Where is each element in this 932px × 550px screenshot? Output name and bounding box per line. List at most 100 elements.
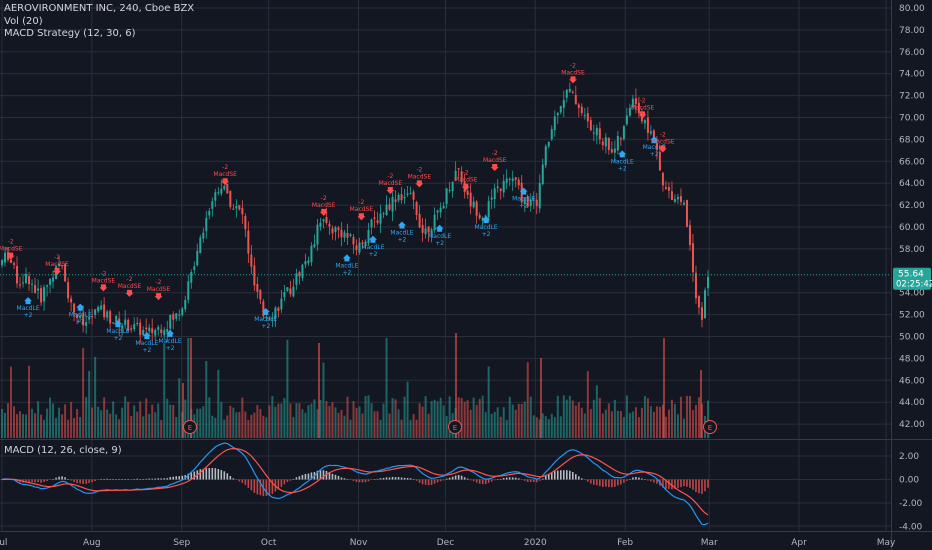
volume-bar — [586, 371, 589, 438]
macd-histogram-bar — [391, 476, 394, 480]
volume-bar — [349, 419, 352, 438]
macd-histogram-bar — [100, 478, 102, 480]
volume-bar — [274, 406, 277, 438]
candle-body — [475, 201, 478, 216]
signal-qty: +2 — [142, 347, 151, 354]
price-candles — [1, 82, 709, 344]
signal-label: MacdLE — [474, 224, 497, 231]
macd-histogram-bar — [605, 479, 607, 487]
signal-label: MacdSE — [651, 138, 675, 145]
volume-bar — [16, 414, 19, 438]
candle-body — [589, 120, 592, 131]
macd-histogram-bar — [220, 470, 223, 480]
signal-label: MacdSE — [379, 180, 403, 187]
signal-qty: +2 — [24, 312, 33, 319]
volume-bar — [562, 395, 565, 438]
volume-bar — [433, 399, 436, 438]
candle-body — [199, 237, 202, 254]
strategy-label[interactable]: MACD Strategy (12, 30, 6) — [4, 28, 136, 39]
macd-axis[interactable]: 2.00 0.00 -2.00 -4.00 — [899, 452, 923, 533]
volume-bar — [247, 419, 250, 438]
macd-histogram-bar — [52, 479, 54, 480]
volume-bar — [634, 407, 637, 438]
macd-histogram-bar — [403, 477, 406, 480]
long-signal: MacdLE+2 — [512, 187, 535, 210]
volume-indicator-label[interactable]: Vol (20) — [4, 15, 43, 27]
volume-bar — [415, 419, 418, 438]
volume-bar — [538, 419, 541, 438]
time-axis[interactable]: Jul Aug Sep Oct Nov Dec 2020 Feb Mar Apr May — [0, 538, 896, 548]
volume-bar — [241, 397, 244, 438]
volume-bar — [457, 397, 460, 438]
volume-bar — [46, 408, 49, 438]
volume-bar — [379, 419, 382, 438]
macd-histogram-bar — [562, 470, 565, 480]
candle-body — [610, 149, 613, 153]
macd-histogram-bar — [37, 479, 39, 483]
macd-histogram-bar — [421, 479, 424, 485]
volume-bars — [1, 333, 709, 438]
candle-body — [214, 192, 217, 201]
candle-body — [190, 271, 193, 283]
candle-body — [334, 227, 337, 233]
signal-label: MacdLE — [428, 233, 451, 240]
candle-body — [697, 296, 700, 308]
candle-body — [43, 287, 46, 302]
symbol-title[interactable]: AEROVIRONMENT INC, 240, Cboe BZX — [4, 3, 195, 14]
candle-body — [103, 304, 106, 318]
volume-bar — [106, 409, 109, 438]
candle-body — [628, 107, 631, 116]
candle-body — [307, 260, 310, 264]
candle-body — [586, 113, 589, 122]
candle-body — [403, 196, 406, 199]
signal-label: MacdLE — [390, 230, 413, 237]
macd-histogram-bar — [635, 476, 637, 480]
last-price-label: 55.64 — [898, 270, 924, 280]
volume-bar — [163, 343, 166, 438]
candle-body — [415, 202, 418, 216]
candle-body — [499, 188, 502, 191]
long-signal: MacdLE+2 — [69, 303, 92, 326]
macd-histogram-bar — [244, 479, 247, 485]
macd-histogram-bar — [376, 478, 379, 480]
volume-bar — [700, 370, 702, 438]
candle-body — [427, 226, 430, 233]
price-tick-label: 52.00 — [899, 311, 925, 321]
macd-histogram-bar — [529, 479, 532, 483]
macd-histogram-bar — [166, 478, 169, 480]
macd-histogram-bar — [136, 478, 138, 480]
volume-bar — [130, 416, 133, 438]
macd-tick-label: 0.00 — [899, 476, 919, 486]
macd-histogram-bar — [490, 479, 493, 482]
candle-body — [289, 288, 292, 295]
volume-bar — [145, 398, 148, 438]
price-axis[interactable]: 80.00 78.00 76.00 74.00 72.00 70.00 68.00 66.00… — [899, 4, 925, 430]
candle-body — [580, 106, 583, 114]
macd-histogram-bar — [364, 479, 367, 483]
macd-histogram-bar — [118, 479, 120, 480]
price-tick-label: 60.00 — [899, 223, 925, 233]
time-tick-label: 2020 — [524, 538, 547, 548]
macd-histogram-bar — [578, 476, 580, 480]
macd-indicator-label[interactable]: MACD (12, 26, close, 9) — [4, 445, 122, 456]
volume-bar — [226, 415, 229, 438]
macd-histogram-bar — [331, 473, 334, 480]
volume-bar — [307, 405, 310, 438]
volume-bar — [301, 409, 304, 438]
macd-histogram-bar — [400, 477, 403, 480]
volume-bar — [388, 413, 391, 438]
volume-bar — [577, 402, 580, 438]
volume-bar — [19, 411, 22, 438]
candle-body — [352, 237, 355, 245]
candle-body — [343, 232, 346, 238]
macd-histogram-bar — [142, 479, 144, 480]
macd-histogram-bar — [439, 479, 442, 482]
volume-bar — [466, 400, 469, 438]
macd-histogram-bar — [232, 478, 235, 480]
macd-pane — [1, 442, 709, 526]
candle-body — [331, 228, 334, 234]
arrow-up-icon — [368, 235, 377, 243]
candle-body — [472, 201, 475, 208]
